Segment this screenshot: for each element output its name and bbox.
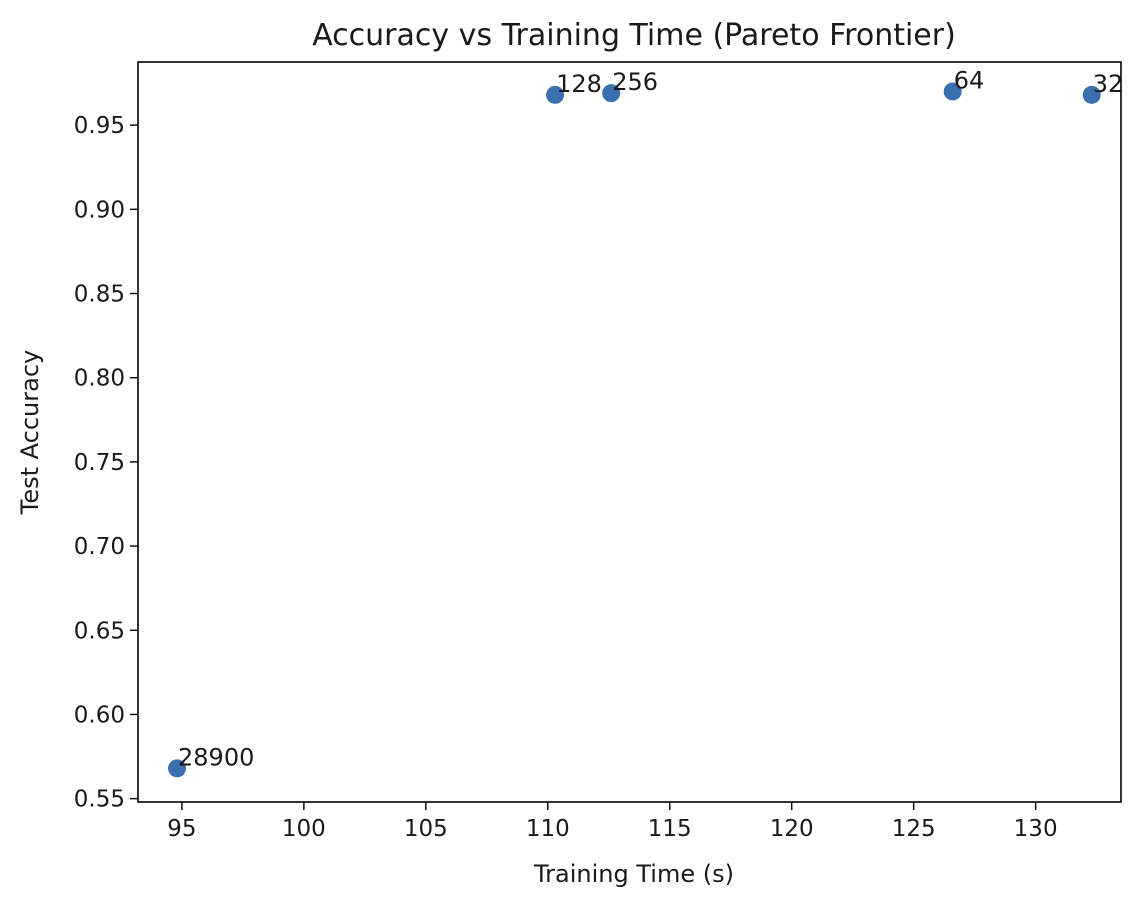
x-tick-label: 120: [770, 816, 814, 842]
data-point-label: 32: [1093, 70, 1124, 98]
x-axis-label: Training Time (s): [533, 860, 734, 888]
data-point-label: 64: [954, 66, 985, 94]
y-tick-label: 0.75: [74, 450, 125, 476]
x-tick-label: 110: [526, 816, 570, 842]
y-tick-label: 0.90: [74, 197, 125, 223]
y-tick-label: 0.70: [74, 534, 125, 560]
data-point-label: 28900: [178, 743, 254, 771]
data-point: [943, 82, 962, 101]
plot-area: [137, 61, 1122, 803]
x-tick-label: 125: [892, 816, 936, 842]
x-tick-label: 105: [404, 816, 448, 842]
x-tick-label: 100: [282, 816, 326, 842]
data-point: [602, 84, 621, 103]
y-tick-label: 0.95: [74, 113, 125, 139]
data-point: [546, 85, 565, 104]
chart-title: Accuracy vs Training Time (Pareto Fronti…: [312, 18, 956, 53]
data-point-label: 256: [612, 68, 658, 96]
y-axis: 0.55 0.60 0.65 0.70 0.75 0.80 0.85 0.90 0.95: [74, 113, 138, 813]
data-point-label: 128: [556, 70, 602, 98]
data-point: [168, 759, 187, 778]
x-tick-label: 115: [648, 816, 692, 842]
y-tick-label: 0.65: [74, 618, 125, 644]
y-tick-label: 0.85: [74, 282, 125, 308]
x-axis: 95 100 105 110 115 120 125 130: [167, 802, 1058, 842]
y-axis-label: Test Accuracy: [16, 350, 44, 515]
data-point: [1082, 85, 1101, 104]
y-tick-label: 0.55: [74, 787, 125, 813]
y-tick-label: 0.60: [74, 702, 125, 728]
x-tick-label: 130: [1014, 816, 1058, 842]
y-tick-label: 0.80: [74, 366, 125, 392]
data-points: 28900 128 256 64 32: [168, 66, 1124, 778]
x-tick-label: 95: [167, 816, 196, 842]
